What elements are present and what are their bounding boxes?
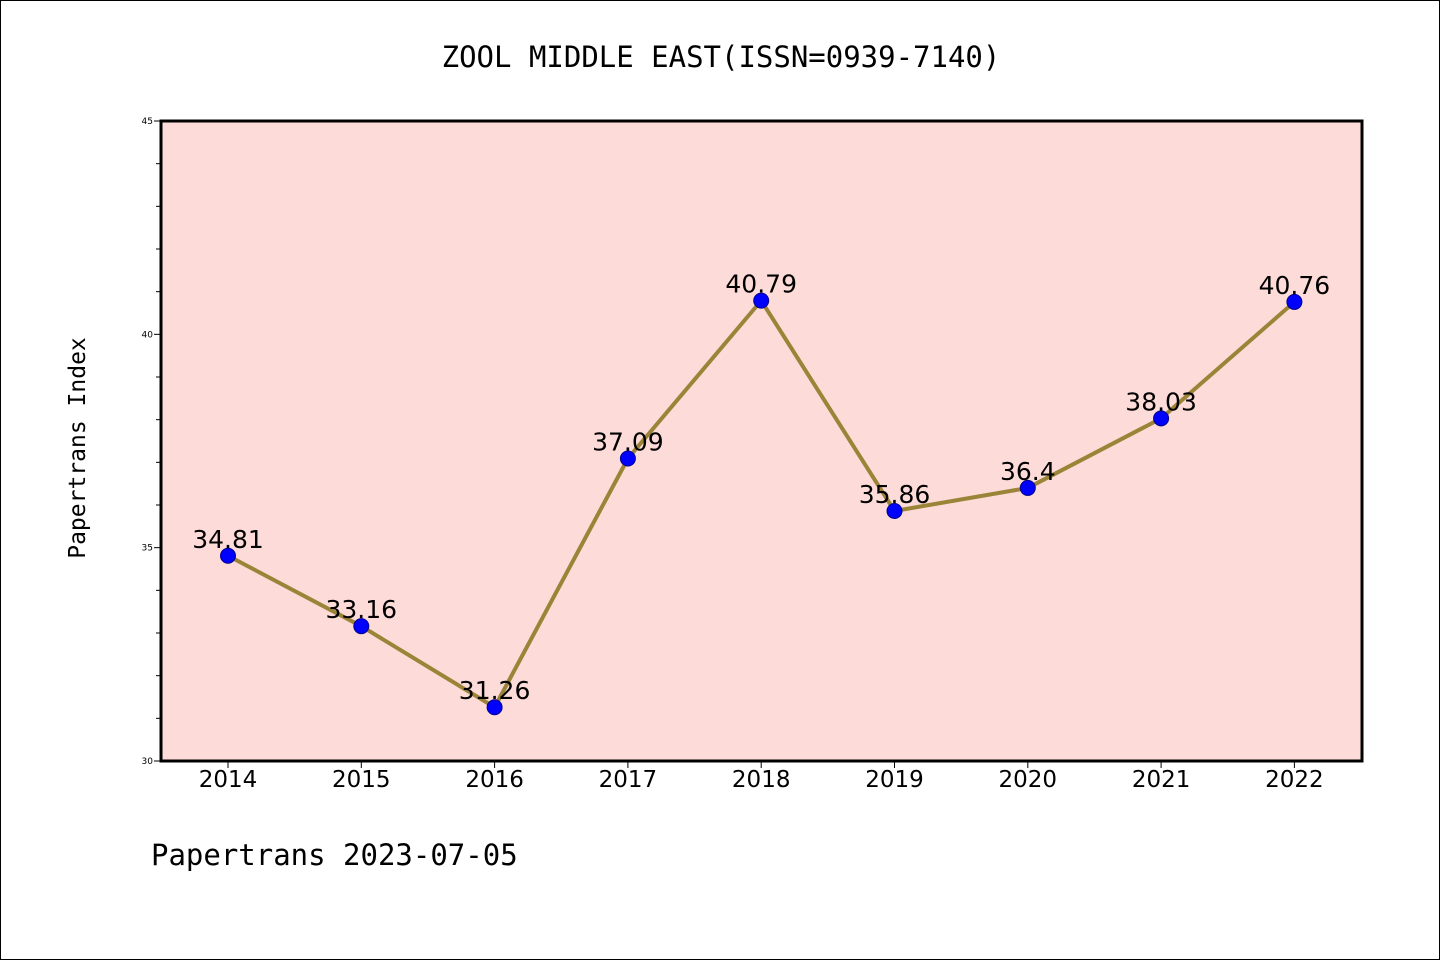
y-tick-label: 45 — [142, 117, 153, 127]
data-label-2019: 35.86 — [859, 480, 931, 509]
data-point-2020 — [1019, 479, 1036, 496]
y-tick-label: 40 — [142, 330, 154, 340]
x-tick-label: 2019 — [865, 767, 924, 793]
data-label-2020: 36.4 — [1000, 457, 1056, 486]
data-point-2018 — [753, 292, 770, 309]
data-labels: 34.81 33.16 31.26 37.09 40.79 35.86 36.4 38.03 4… — [192, 270, 1330, 706]
data-label-2018: 40.79 — [725, 270, 797, 299]
data-point-2014 — [220, 547, 236, 564]
data-point-2022 — [1286, 293, 1303, 310]
chart-title: ZOOL MIDDLE EAST(ISSN=0939-7140) — [442, 40, 1001, 74]
axis-ticks: 30 35 40 45 2014 2015 2016 2017 2018 2019 2020 2021… — [142, 117, 1324, 793]
data-label-2015: 33.16 — [326, 595, 398, 624]
data-label-2016: 31.26 — [459, 676, 531, 705]
data-point-2015 — [353, 618, 370, 635]
x-tick-label: 2014 — [199, 767, 258, 793]
x-tick-label: 2021 — [1132, 767, 1191, 793]
x-tick-label: 2016 — [465, 767, 524, 793]
data-point-2017 — [619, 450, 636, 467]
x-tick-label: 2020 — [999, 767, 1058, 793]
data-point-2016 — [486, 699, 503, 716]
x-tick-label: 2017 — [599, 767, 658, 793]
data-label-2021: 38.03 — [1125, 387, 1197, 416]
data-point-2019 — [886, 502, 903, 519]
plot-area — [159, 119, 1364, 763]
series-markers — [220, 292, 1303, 716]
x-tick-label: 2015 — [332, 767, 391, 793]
y-tick-label: 30 — [142, 757, 154, 767]
data-label-2017: 37.09 — [592, 427, 664, 456]
data-point-2021 — [1153, 410, 1170, 427]
x-tick-label: 2018 — [732, 767, 791, 793]
y-tick-label: 35 — [142, 544, 153, 554]
data-label-2014: 34.81 — [192, 525, 264, 554]
y-axis-label: Papertrans Index — [65, 337, 91, 559]
data-label-2022: 40.76 — [1259, 271, 1331, 300]
footer-source-date: Papertrans 2023-07-05 — [151, 838, 518, 872]
x-tick-label: 2022 — [1265, 767, 1324, 793]
